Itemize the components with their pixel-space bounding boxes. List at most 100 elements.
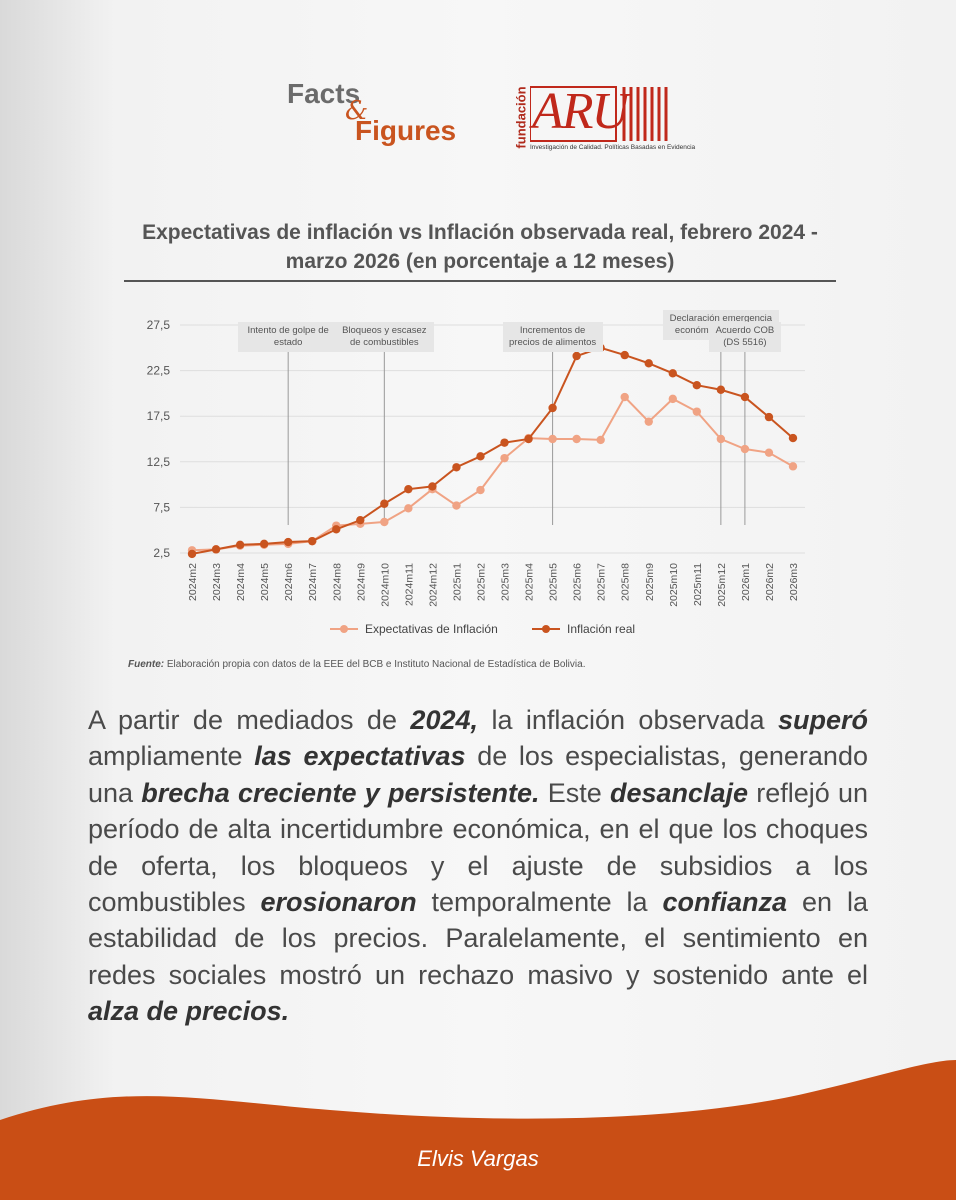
x-tick-label: 2025m8: [620, 563, 632, 601]
data-point: [404, 484, 413, 494]
x-tick-label: 2025m12: [716, 563, 728, 607]
brand-bottom: Figures: [355, 115, 457, 146]
data-point: [548, 403, 557, 413]
data-point: [332, 525, 341, 534]
text-run: ampliamente: [88, 741, 255, 772]
text-run: A partir de mediados de: [88, 705, 411, 735]
chart: 2,5 7,5 12,5 17,5 22,5 27,5 2024m2 2024m3 2024m4…: [147, 318, 805, 636]
x-tick-label: 2024m9: [355, 563, 367, 601]
data-point: [668, 394, 677, 404]
data-point: [380, 499, 389, 508]
data-point: [500, 438, 509, 447]
text-run: temporalmente la: [416, 887, 663, 918]
x-tick-label: 2026m3: [788, 563, 800, 601]
data-point: [235, 540, 245, 549]
series-line: [191, 346, 794, 555]
brand-amp: &: [345, 96, 369, 126]
data-point: [740, 444, 750, 454]
legend-label: Inflación real: [567, 622, 635, 636]
text-run: de los especialistas, generando una: [88, 741, 868, 808]
data-point: [259, 539, 269, 549]
org-prefix: fundación: [513, 86, 529, 149]
data-point: [740, 392, 750, 402]
x-tick-label: 2026m1: [740, 563, 752, 601]
brand-top: Facts: [287, 78, 361, 109]
data-point: [548, 434, 557, 444]
data-point: [644, 417, 653, 426]
data-point: [620, 350, 629, 360]
data-point: [283, 537, 293, 547]
annotation: Acuerdo COB (DS 5516): [708, 322, 781, 352]
emphasis: alza de precios.: [88, 996, 290, 1027]
emphasis: brecha creciente y persistente.: [141, 777, 540, 808]
x-tick-label: 2026m2: [764, 563, 776, 601]
y-tick-label: 17,5: [147, 409, 171, 423]
x-tick-label: 2025m4: [524, 563, 536, 601]
data-point: [716, 434, 726, 444]
footer-wave: [0, 1060, 956, 1200]
source: Fuente: Elaboración propia con datos de …: [128, 659, 585, 670]
data-point: [644, 359, 653, 368]
annotation: Intento de golpe de estado: [238, 322, 339, 352]
x-tick-label: 2025m7: [596, 563, 608, 601]
paragraph: A partir de mediados de 2024, la inflaci…: [88, 702, 868, 1030]
text-run: la inflación observada: [478, 705, 778, 735]
y-tick-label: 7,5: [153, 500, 170, 514]
data-point: [572, 434, 581, 444]
x-tick-label: 2025m2: [475, 563, 487, 601]
data-point: [452, 463, 461, 472]
x-tick-label: 2025m1: [451, 563, 463, 601]
text-run: reflejó un período de alta incertidumbre…: [88, 777, 869, 918]
y-tick-label: 27,5: [147, 318, 171, 332]
x-tick-label: 2024m8: [331, 563, 343, 601]
x-tick-label: 2024m5: [259, 563, 271, 601]
data-point: [668, 369, 677, 378]
x-tick-label: 2025m6: [572, 563, 584, 601]
data-point: [187, 549, 197, 559]
data-point: [380, 517, 389, 527]
annotation: Incrementos de precios de alimentos: [502, 322, 603, 352]
org-name: ARU: [532, 83, 629, 140]
data-point: [500, 453, 509, 463]
data-point: [211, 545, 221, 554]
series-line: [191, 395, 794, 552]
x-tick-label: 2024m6: [283, 563, 295, 601]
data-point: [404, 504, 413, 513]
x-tick-label: 2024m3: [211, 563, 223, 601]
emphasis: confianza: [662, 887, 788, 918]
data-point: [476, 452, 485, 461]
text-run: Este: [539, 777, 610, 808]
data-point: [764, 448, 774, 457]
legend-marker: [542, 625, 550, 633]
data-point: [788, 462, 798, 471]
title-rule: [124, 280, 836, 282]
data-point: [452, 501, 461, 510]
emphasis: superó: [777, 705, 868, 735]
x-tick-label: 2025m10: [668, 563, 680, 607]
y-tick-label: 22,5: [147, 364, 171, 378]
data-point: [596, 435, 605, 445]
data-point: [692, 407, 702, 416]
data-point: [356, 515, 365, 525]
x-tick-label: 2025m11: [692, 563, 704, 606]
data-point: [620, 392, 629, 402]
x-tick-label: 2024m12: [427, 563, 439, 607]
source-text: Elaboración propia con datos de la EEE d…: [166, 659, 586, 670]
emphasis: desanclaje: [609, 777, 749, 808]
x-tick-label: 2025m3: [500, 563, 512, 601]
x-tick-label: 2024m11: [403, 563, 415, 606]
x-tick-label: 2024m2: [187, 563, 199, 601]
legend-marker: [340, 625, 348, 633]
x-tick-label: 2025m5: [548, 563, 560, 601]
data-point: [476, 485, 485, 495]
data-point: [716, 385, 726, 394]
x-tick-label: 2025m9: [644, 563, 656, 601]
x-tick-label: 2024m7: [307, 563, 319, 601]
chart-title: Expectativas de inflación vs Inflación o…: [142, 221, 818, 273]
data-point: [764, 412, 774, 422]
emphasis: erosionaron: [260, 887, 417, 918]
data-point: [788, 433, 798, 443]
org-tagline: Investigación de Calidad. Políticas Basa…: [530, 144, 696, 151]
data-point: [692, 380, 702, 390]
